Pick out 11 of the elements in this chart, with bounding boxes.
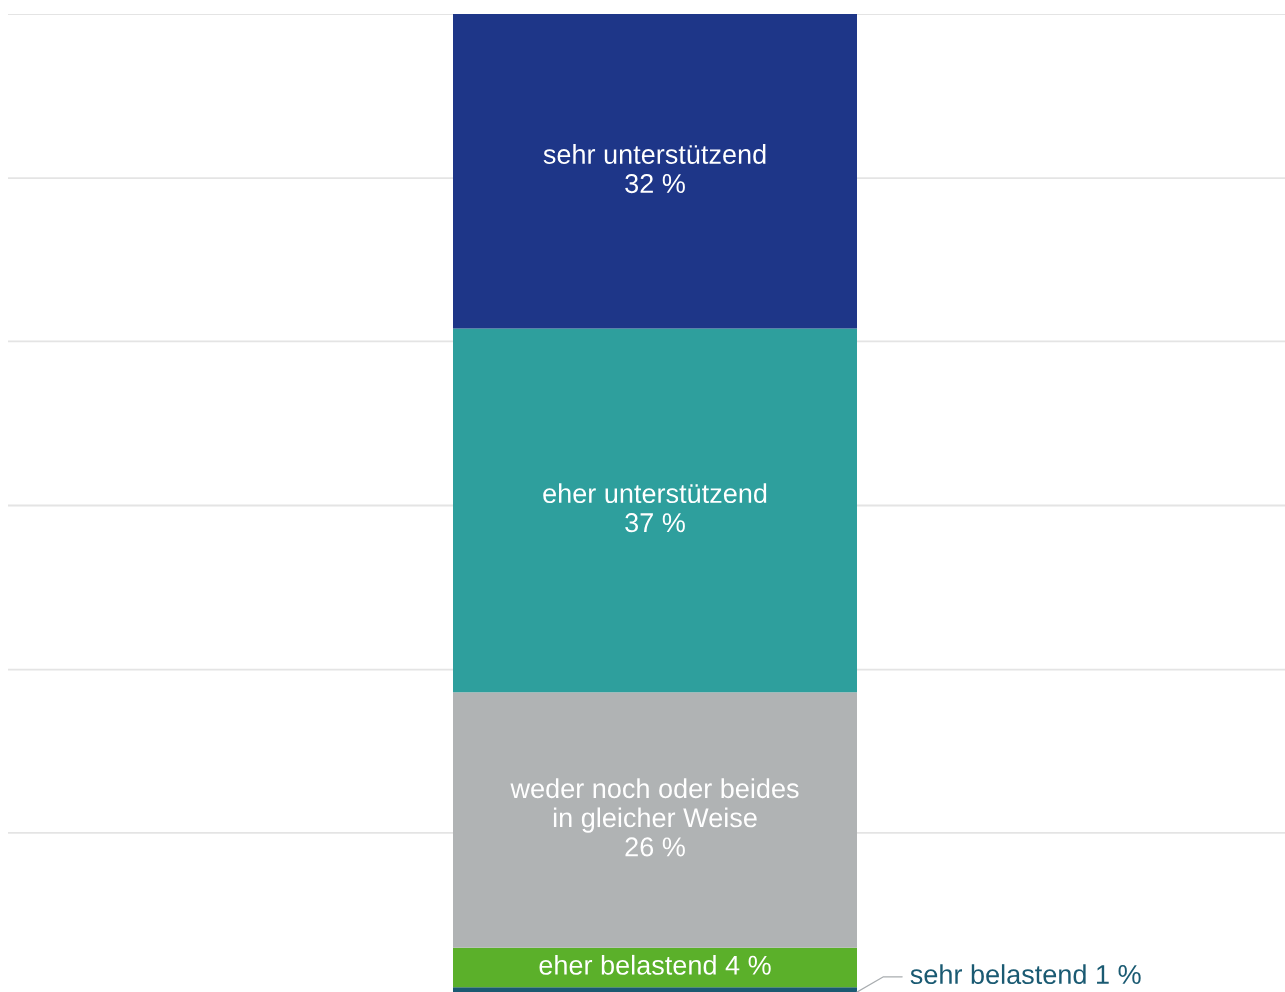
bar <box>453 692 857 948</box>
series-label: sehr unterstützend <box>543 144 766 164</box>
text: sehr belastend 1 % <box>910 964 1141 985</box>
series-label: weder noch oder beides in gleicher Weise <box>510 778 799 833</box>
bar <box>453 328 857 693</box>
text: eher belastend 4 % <box>539 954 771 975</box>
data-label: 32 % <box>625 173 685 194</box>
series-label: eher unterstützend <box>543 483 767 504</box>
bar <box>453 14 857 329</box>
data-label: 26 % <box>625 837 685 857</box>
data-label: 37 % <box>625 513 685 533</box>
